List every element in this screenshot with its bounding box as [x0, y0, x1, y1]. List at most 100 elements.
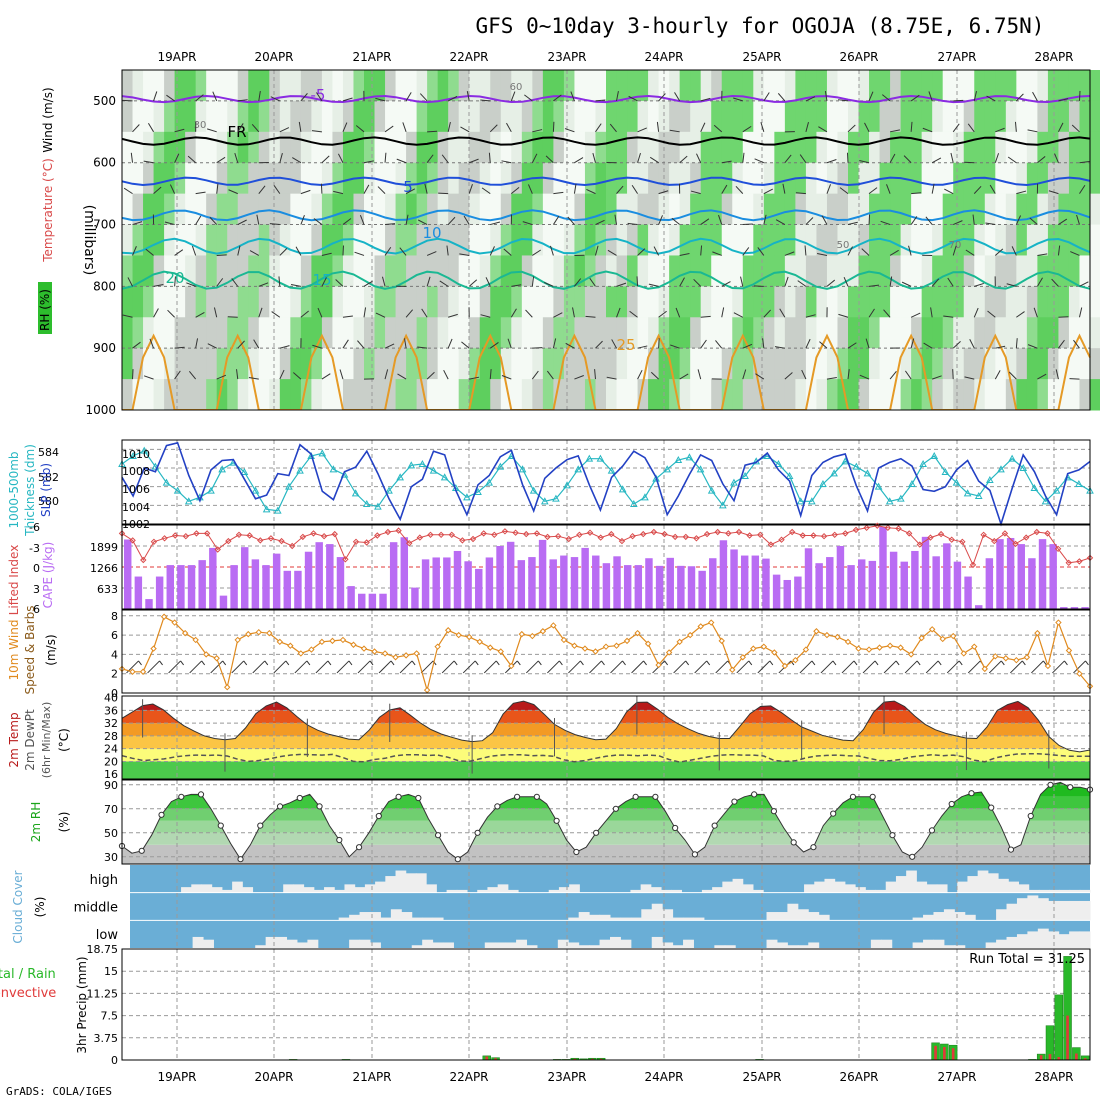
rh-shade-cell: [722, 317, 734, 348]
rh-shade-cell: [816, 255, 828, 286]
rh-shade-cell: [585, 70, 597, 101]
cape-bar: [177, 565, 184, 609]
rh-shade-cell: [574, 286, 586, 317]
rh-shade-cell: [269, 348, 281, 379]
rh-shade-cell: [901, 101, 913, 132]
rh-shade-cell: [574, 379, 586, 410]
rh-shade-cell: [385, 225, 397, 256]
rh-shade-cell: [185, 348, 197, 379]
surface-wind-barb-flag: [601, 661, 604, 665]
rh-shade-cell: [1006, 225, 1018, 256]
wind-speed-marker: [1003, 656, 1008, 661]
surface-wind-barb: [821, 661, 833, 673]
rh-band: [122, 821, 1090, 833]
rh-shade-cell: [995, 101, 1007, 132]
rh-shade-cell: [322, 317, 334, 348]
rh-shade-cell: [353, 348, 365, 379]
lifted-index-axis-label: Lifted Index: [7, 545, 21, 616]
rh-shade-cell: [217, 163, 229, 194]
cloud-cell-low: [1007, 937, 1018, 948]
rh-shade-cell: [880, 379, 892, 410]
rh-shade-cell: [501, 255, 513, 286]
rh-shade-cell: [196, 379, 208, 410]
rh-shade-cell: [964, 379, 976, 410]
cloud-cell-low: [673, 945, 684, 948]
rh-shade-cell: [553, 194, 565, 225]
wind-speed-marker: [414, 651, 419, 656]
rh-marker: [356, 845, 361, 850]
cape-bar: [911, 551, 918, 609]
precip-tick: 7.5: [101, 1010, 119, 1023]
rh-band: [122, 809, 1090, 821]
rh-shade-cell: [438, 255, 450, 286]
wind-axis-label: Wind (m/s): [41, 87, 55, 152]
rh-shade-cell: [459, 286, 471, 317]
cloud-axis-label: Cloud Cover: [11, 870, 25, 943]
li-tick: 0: [33, 562, 40, 575]
rh-marker: [475, 830, 480, 835]
rh-marker: [297, 795, 302, 800]
cloud-cell-middle: [401, 912, 412, 920]
rh-shade-cell: [280, 101, 292, 132]
rh-shade-cell: [332, 163, 344, 194]
rh-shade-cell: [438, 317, 450, 348]
rh-shade-cell: [890, 286, 902, 317]
surface-wind-barb-flag: [349, 661, 352, 665]
rh-shade-cell: [816, 379, 828, 410]
rh-shade-cell: [1037, 163, 1049, 194]
rh-shade-cell: [743, 255, 755, 286]
rh-shade-cell: [690, 194, 702, 225]
rh-shade-cell: [595, 317, 607, 348]
date-tick-top: 21APR: [352, 50, 391, 64]
rh-shade-cell: [574, 348, 586, 379]
rh-shade-cell: [1079, 286, 1091, 317]
wind-barb: [964, 162, 974, 163]
rh-shade-cell: [406, 379, 418, 410]
rh-shade-cell: [164, 132, 176, 163]
rh-shade-cell: [911, 286, 923, 317]
cloud-cell-low: [808, 942, 819, 948]
rh-shade-cell: [1079, 379, 1091, 410]
rh-shade-cell: [406, 255, 418, 286]
rh2m-unit-label: (%): [57, 812, 71, 833]
rh-shade-cell: [353, 379, 365, 410]
rh-shade-cell: [217, 317, 229, 348]
rh-shade-cell: [669, 317, 681, 348]
rh-shade-cell: [732, 163, 744, 194]
wind-speed-marker: [162, 614, 167, 619]
rh-shade-cell: [848, 132, 860, 163]
rh-marker: [515, 794, 520, 799]
rh-shade-cell: [459, 132, 471, 163]
date-tick-top: 25APR: [742, 50, 781, 64]
cloud-cell-high: [375, 882, 386, 893]
cloud-cell-low: [1059, 934, 1070, 948]
cloud-cell-high: [835, 882, 846, 893]
rh-shade-cell: [574, 317, 586, 348]
wind-speed-marker: [404, 653, 409, 658]
surface-wind-barb: [968, 661, 980, 673]
rh-shade-cell: [269, 286, 281, 317]
rh-shade-cell: [595, 194, 607, 225]
wind-speed-marker: [888, 643, 893, 648]
convective-bar: [1040, 1055, 1043, 1060]
rh-shade-cell: [1006, 163, 1018, 194]
rh-shade-cell: [448, 225, 460, 256]
cape-bar: [1018, 544, 1025, 609]
rh-shade-cell: [375, 132, 387, 163]
rh-shade-cell: [743, 225, 755, 256]
convective-bar: [1049, 1054, 1052, 1060]
surface-wind-barb-flag: [770, 661, 773, 665]
wind-barb: [343, 245, 344, 255]
date-tick-top: 23APR: [547, 50, 586, 64]
cape-bar: [730, 549, 737, 609]
rh-shade-cell: [564, 163, 576, 194]
surface-wind-barb: [695, 661, 707, 673]
cloud-cell-middle: [798, 909, 809, 920]
wind-panel-frame: [122, 610, 1090, 693]
rh-shade-cell: [764, 379, 776, 410]
rh-marker: [495, 804, 500, 809]
surface-wind-barb: [716, 661, 728, 673]
rh-shade-cell: [606, 286, 618, 317]
rh-marker: [139, 848, 144, 853]
